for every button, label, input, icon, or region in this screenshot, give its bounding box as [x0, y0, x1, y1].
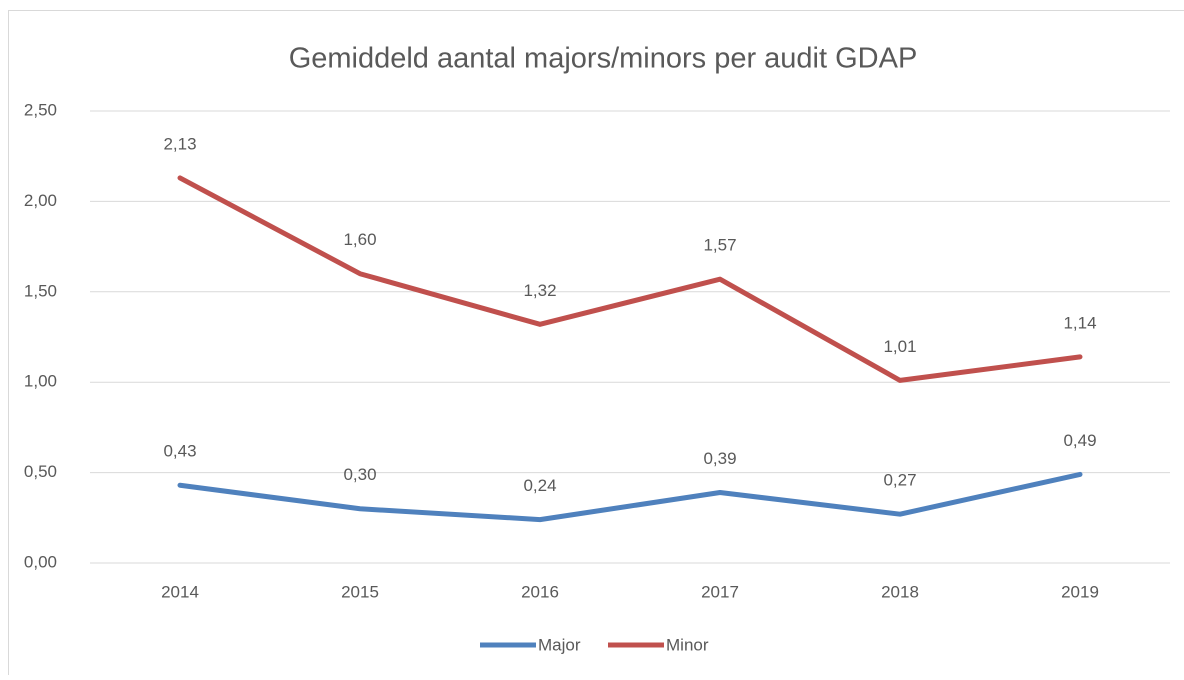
data-label: 1,57	[703, 236, 736, 255]
chart-title: Gemiddeld aantal majors/minors per audit…	[289, 43, 918, 75]
x-tick-label: 2017	[701, 582, 739, 601]
data-label: 2,13	[163, 134, 196, 153]
y-tick-label: 1,00	[24, 372, 57, 391]
x-tick-label: 2014	[161, 582, 199, 601]
y-tick-label: 0,00	[24, 552, 57, 571]
legend-label: Major	[538, 635, 581, 654]
data-label: 1,32	[523, 281, 556, 300]
data-label: 1,60	[343, 230, 376, 249]
y-tick-label: 0,50	[24, 462, 57, 481]
y-tick-label: 2,00	[24, 191, 57, 210]
data-label: 0,49	[1063, 431, 1096, 450]
x-tick-label: 2019	[1061, 582, 1099, 601]
y-tick-label: 2,50	[24, 100, 57, 119]
data-label: 0,30	[343, 465, 376, 484]
data-label: 0,39	[703, 449, 736, 468]
x-tick-label: 2018	[881, 582, 919, 601]
legend-label: Minor	[666, 635, 709, 654]
chart-frame	[9, 11, 1184, 676]
x-tick-label: 2016	[521, 582, 559, 601]
x-tick-label: 2015	[341, 582, 379, 601]
y-tick-label: 1,50	[24, 281, 57, 300]
data-label: 0,27	[883, 471, 916, 490]
data-label: 0,24	[523, 476, 556, 495]
data-label: 0,43	[163, 442, 196, 461]
data-label: 1,01	[883, 337, 916, 356]
data-label: 1,14	[1063, 313, 1096, 332]
